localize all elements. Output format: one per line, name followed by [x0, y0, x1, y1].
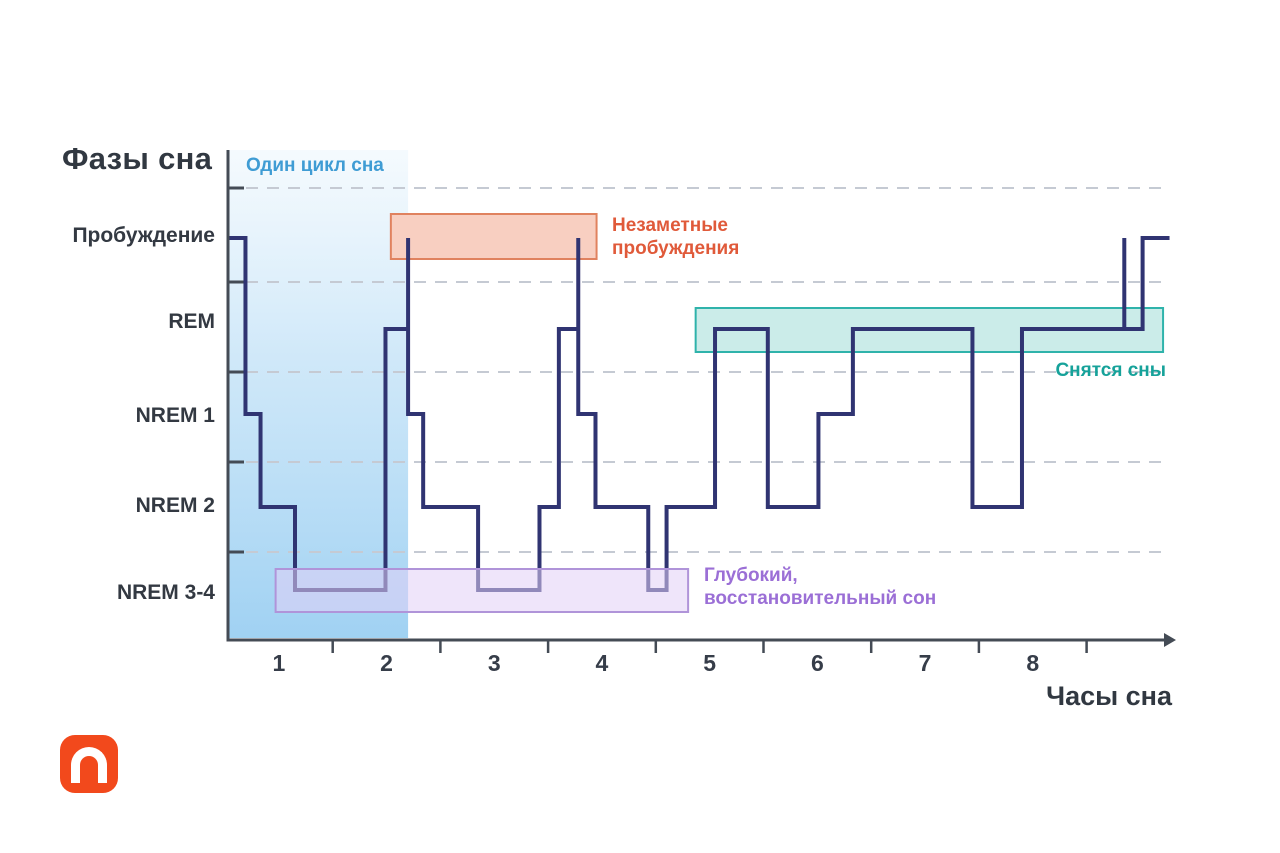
- one-cycle-label: Один цикл сна: [246, 155, 384, 176]
- logo-n-icon: [71, 747, 107, 783]
- dreams-label: Снятся сны: [1055, 360, 1166, 381]
- x-tick-label-4: 4: [596, 650, 609, 676]
- y-axis-label-rem: REM: [168, 310, 215, 333]
- y-axis-label-nrem2: NREM 2: [135, 494, 215, 517]
- deep-sleep-label-line1: Глубокий,: [704, 565, 798, 586]
- awakenings-label: Незаметные пробуждения: [612, 214, 739, 260]
- x-tick-label-1: 1: [272, 650, 285, 676]
- y-axis-label-nrem34: NREM 3-4: [116, 581, 215, 604]
- awakenings-label-line1: Незаметные: [612, 215, 728, 236]
- x-tick-label-5: 5: [703, 650, 716, 676]
- x-tick-label-6: 6: [811, 650, 824, 676]
- x-tick-label-7: 7: [919, 650, 932, 676]
- deep-sleep-label-line2: восстановительный сон: [704, 588, 937, 609]
- y-axis-label-nrem1: NREM 1: [135, 404, 215, 427]
- y-axis-label-awake: Пробуждение: [72, 224, 215, 247]
- x-tick-label-3: 3: [488, 650, 501, 676]
- x-tick-label-8: 8: [1026, 650, 1039, 676]
- deep-sleep-label: Глубокий, восстановительный сон: [704, 564, 936, 610]
- brand-logo: [60, 735, 118, 793]
- awakenings-label-line2: пробуждения: [612, 238, 740, 259]
- x-axis-title: Часы сна: [1046, 681, 1172, 711]
- chart-title: Фазы сна: [62, 141, 213, 176]
- x-tick-label-2: 2: [380, 650, 393, 676]
